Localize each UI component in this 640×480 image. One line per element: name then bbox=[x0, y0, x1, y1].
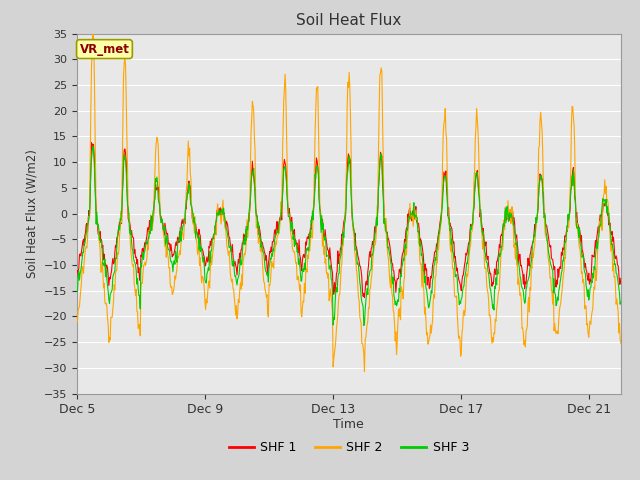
Title: Soil Heat Flux: Soil Heat Flux bbox=[296, 13, 401, 28]
Y-axis label: Soil Heat Flux (W/m2): Soil Heat Flux (W/m2) bbox=[25, 149, 38, 278]
X-axis label: Time: Time bbox=[333, 418, 364, 431]
Legend: SHF 1, SHF 2, SHF 3: SHF 1, SHF 2, SHF 3 bbox=[223, 436, 474, 459]
Text: VR_met: VR_met bbox=[79, 43, 129, 56]
